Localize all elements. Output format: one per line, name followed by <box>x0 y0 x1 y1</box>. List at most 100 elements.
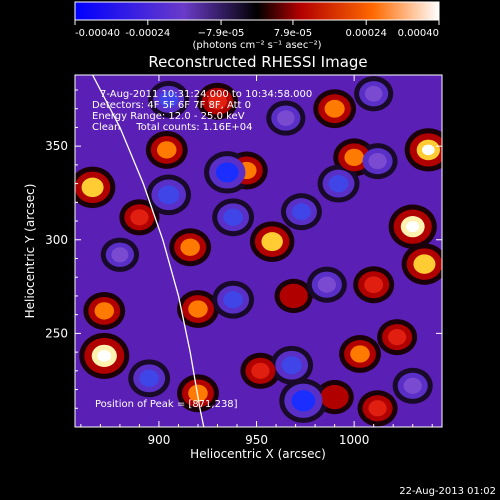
heatmap-blob-core <box>180 238 200 256</box>
colorbar-frame <box>74 1 440 21</box>
plot-frame <box>74 74 443 428</box>
heatmap-blob <box>362 395 393 422</box>
colorbar-tick-label: −7.9e-05 <box>198 28 245 39</box>
heatmap-blob-core <box>291 390 316 412</box>
x-tick-label: 950 <box>245 433 268 447</box>
heatmap-blob <box>393 209 432 244</box>
heatmap-blob-core <box>368 400 387 417</box>
annotation-time-range: 7-Aug-2011 10:31:24.000 to 10:34:58.000 <box>100 89 312 100</box>
colorbar-tick-label: 0.00040 <box>398 28 439 39</box>
heatmap-blob-peak <box>97 350 112 362</box>
heatmap-blob <box>150 135 183 164</box>
heatmap-blob <box>358 271 390 299</box>
heatmap-blob <box>271 105 301 131</box>
heatmap-blob-core <box>94 302 115 320</box>
heatmap-blob <box>344 340 376 368</box>
annotation-energy-range: Energy Range: 12.0 - 25.0 keV <box>92 111 245 122</box>
colorbar: -0.00040 -0.00024 −7.9e-05 7.9e-05 0.00024 0.… <box>74 1 440 51</box>
heatmap-blob <box>217 285 250 314</box>
heatmap-blob-core <box>285 288 303 304</box>
heatmap-blob-core <box>130 209 149 226</box>
heatmap-blob <box>105 242 135 267</box>
heatmap-blob <box>124 204 155 231</box>
heatmap-blob-core <box>111 247 129 263</box>
y-tick-label: 250 <box>45 326 68 340</box>
heatmap-blob-peak <box>406 221 420 233</box>
heatmap-blob-core <box>344 148 364 167</box>
heatmap-blob <box>311 271 342 298</box>
heatmap-blob-core <box>281 356 302 375</box>
heatmap-blob-core <box>188 384 208 402</box>
heatmap-blob-core <box>223 291 243 309</box>
heatmap-blob <box>338 143 371 172</box>
heatmap-blob <box>320 384 349 410</box>
heatmap-blob <box>182 295 214 323</box>
heatmap-blob-core <box>261 232 283 252</box>
heatmap-blob <box>153 85 185 113</box>
heatmap-blob <box>182 379 214 408</box>
footer-timestamp: 22-Aug-2013 01:02 <box>399 486 496 497</box>
heatmap-blob <box>285 198 317 226</box>
heatmap-blob-core <box>403 377 422 394</box>
heatmap-blob-core <box>350 345 370 363</box>
colorbar-tick-label: -0.00040 <box>75 28 120 39</box>
heatmap-blob <box>209 156 246 189</box>
heatmap-blob-core <box>139 369 159 387</box>
heatmap-blob <box>151 179 187 211</box>
heatmap-blob <box>254 226 290 257</box>
heatmap-blob <box>133 364 166 393</box>
colorbar-unit-label: (photons cm⁻² s⁻¹ asec⁻²) <box>192 40 321 51</box>
heatmap-blob-core <box>81 177 104 198</box>
x-tick-label: 1000 <box>339 433 370 447</box>
colorbar-tick-label: -0.00024 <box>125 28 170 39</box>
heatmap-blob <box>382 324 413 351</box>
heatmap-blob-core <box>291 203 311 221</box>
annotation-detectors: Detectors: 4F 5F 6F 7F 8F, Att 0 <box>92 100 251 111</box>
heatmap-blob <box>217 203 250 232</box>
y-tick-label: 350 <box>45 139 68 153</box>
heatmap-blob <box>174 233 207 262</box>
heatmap-blob <box>318 94 352 124</box>
heatmap-blob <box>245 357 276 384</box>
heatmap-blob <box>362 148 393 175</box>
heatmap-blob-core <box>188 300 208 318</box>
heatmap-blob-core <box>317 276 336 293</box>
heatmap-blob-core <box>223 208 243 226</box>
solar-limb-line <box>92 75 205 427</box>
heatmap-blob <box>279 283 308 309</box>
heatmap-blob <box>322 169 355 198</box>
heatmap-blob <box>202 87 234 115</box>
heatmap-blob-core <box>251 362 270 379</box>
heatmap-blob-core <box>364 85 383 102</box>
heatmap-blob <box>84 337 125 374</box>
heatmap-blob <box>75 171 111 204</box>
heatmap-blob <box>88 296 121 325</box>
x-tick-label: 900 <box>147 433 170 447</box>
heatmap-blob-core <box>208 92 227 110</box>
heatmap-blob-peak <box>422 144 435 156</box>
heatmap-blob-core <box>156 141 177 159</box>
peak-position-label: Position of Peak = [871,238] <box>95 399 238 410</box>
heatmap-blob <box>359 81 389 107</box>
colorbar-gradient <box>75 2 439 20</box>
heatmap-blob-core <box>157 185 180 205</box>
colorbar-tick-label: 0.00024 <box>346 28 387 39</box>
heatmap-blob <box>284 383 323 418</box>
heatmap-blob <box>406 248 442 280</box>
heatmap-blob-core <box>328 174 349 193</box>
heatmap-blob-core <box>326 389 344 405</box>
heatmap-blob-core <box>324 99 345 118</box>
annotation-total-counts: Clean Total counts: 1.16E+04 <box>92 122 252 133</box>
chart-title: Reconstructed RHESSI Image <box>148 53 367 71</box>
y-axis-label: Heliocentric Y (arcsec) <box>23 184 37 319</box>
heatmap-blob <box>409 133 442 167</box>
colorbar-tick-label: 7.9e-05 <box>274 28 312 39</box>
heatmap-blob-core <box>159 90 179 108</box>
heatmap-blob-core <box>387 329 407 346</box>
heatmap-blob-core <box>364 276 384 294</box>
heatmap-blob-core <box>277 110 295 126</box>
x-axis-label: Heliocentric X (arcsec) <box>190 447 326 461</box>
heatmap-blob <box>275 350 309 380</box>
heatmap-blob-core <box>413 254 436 274</box>
